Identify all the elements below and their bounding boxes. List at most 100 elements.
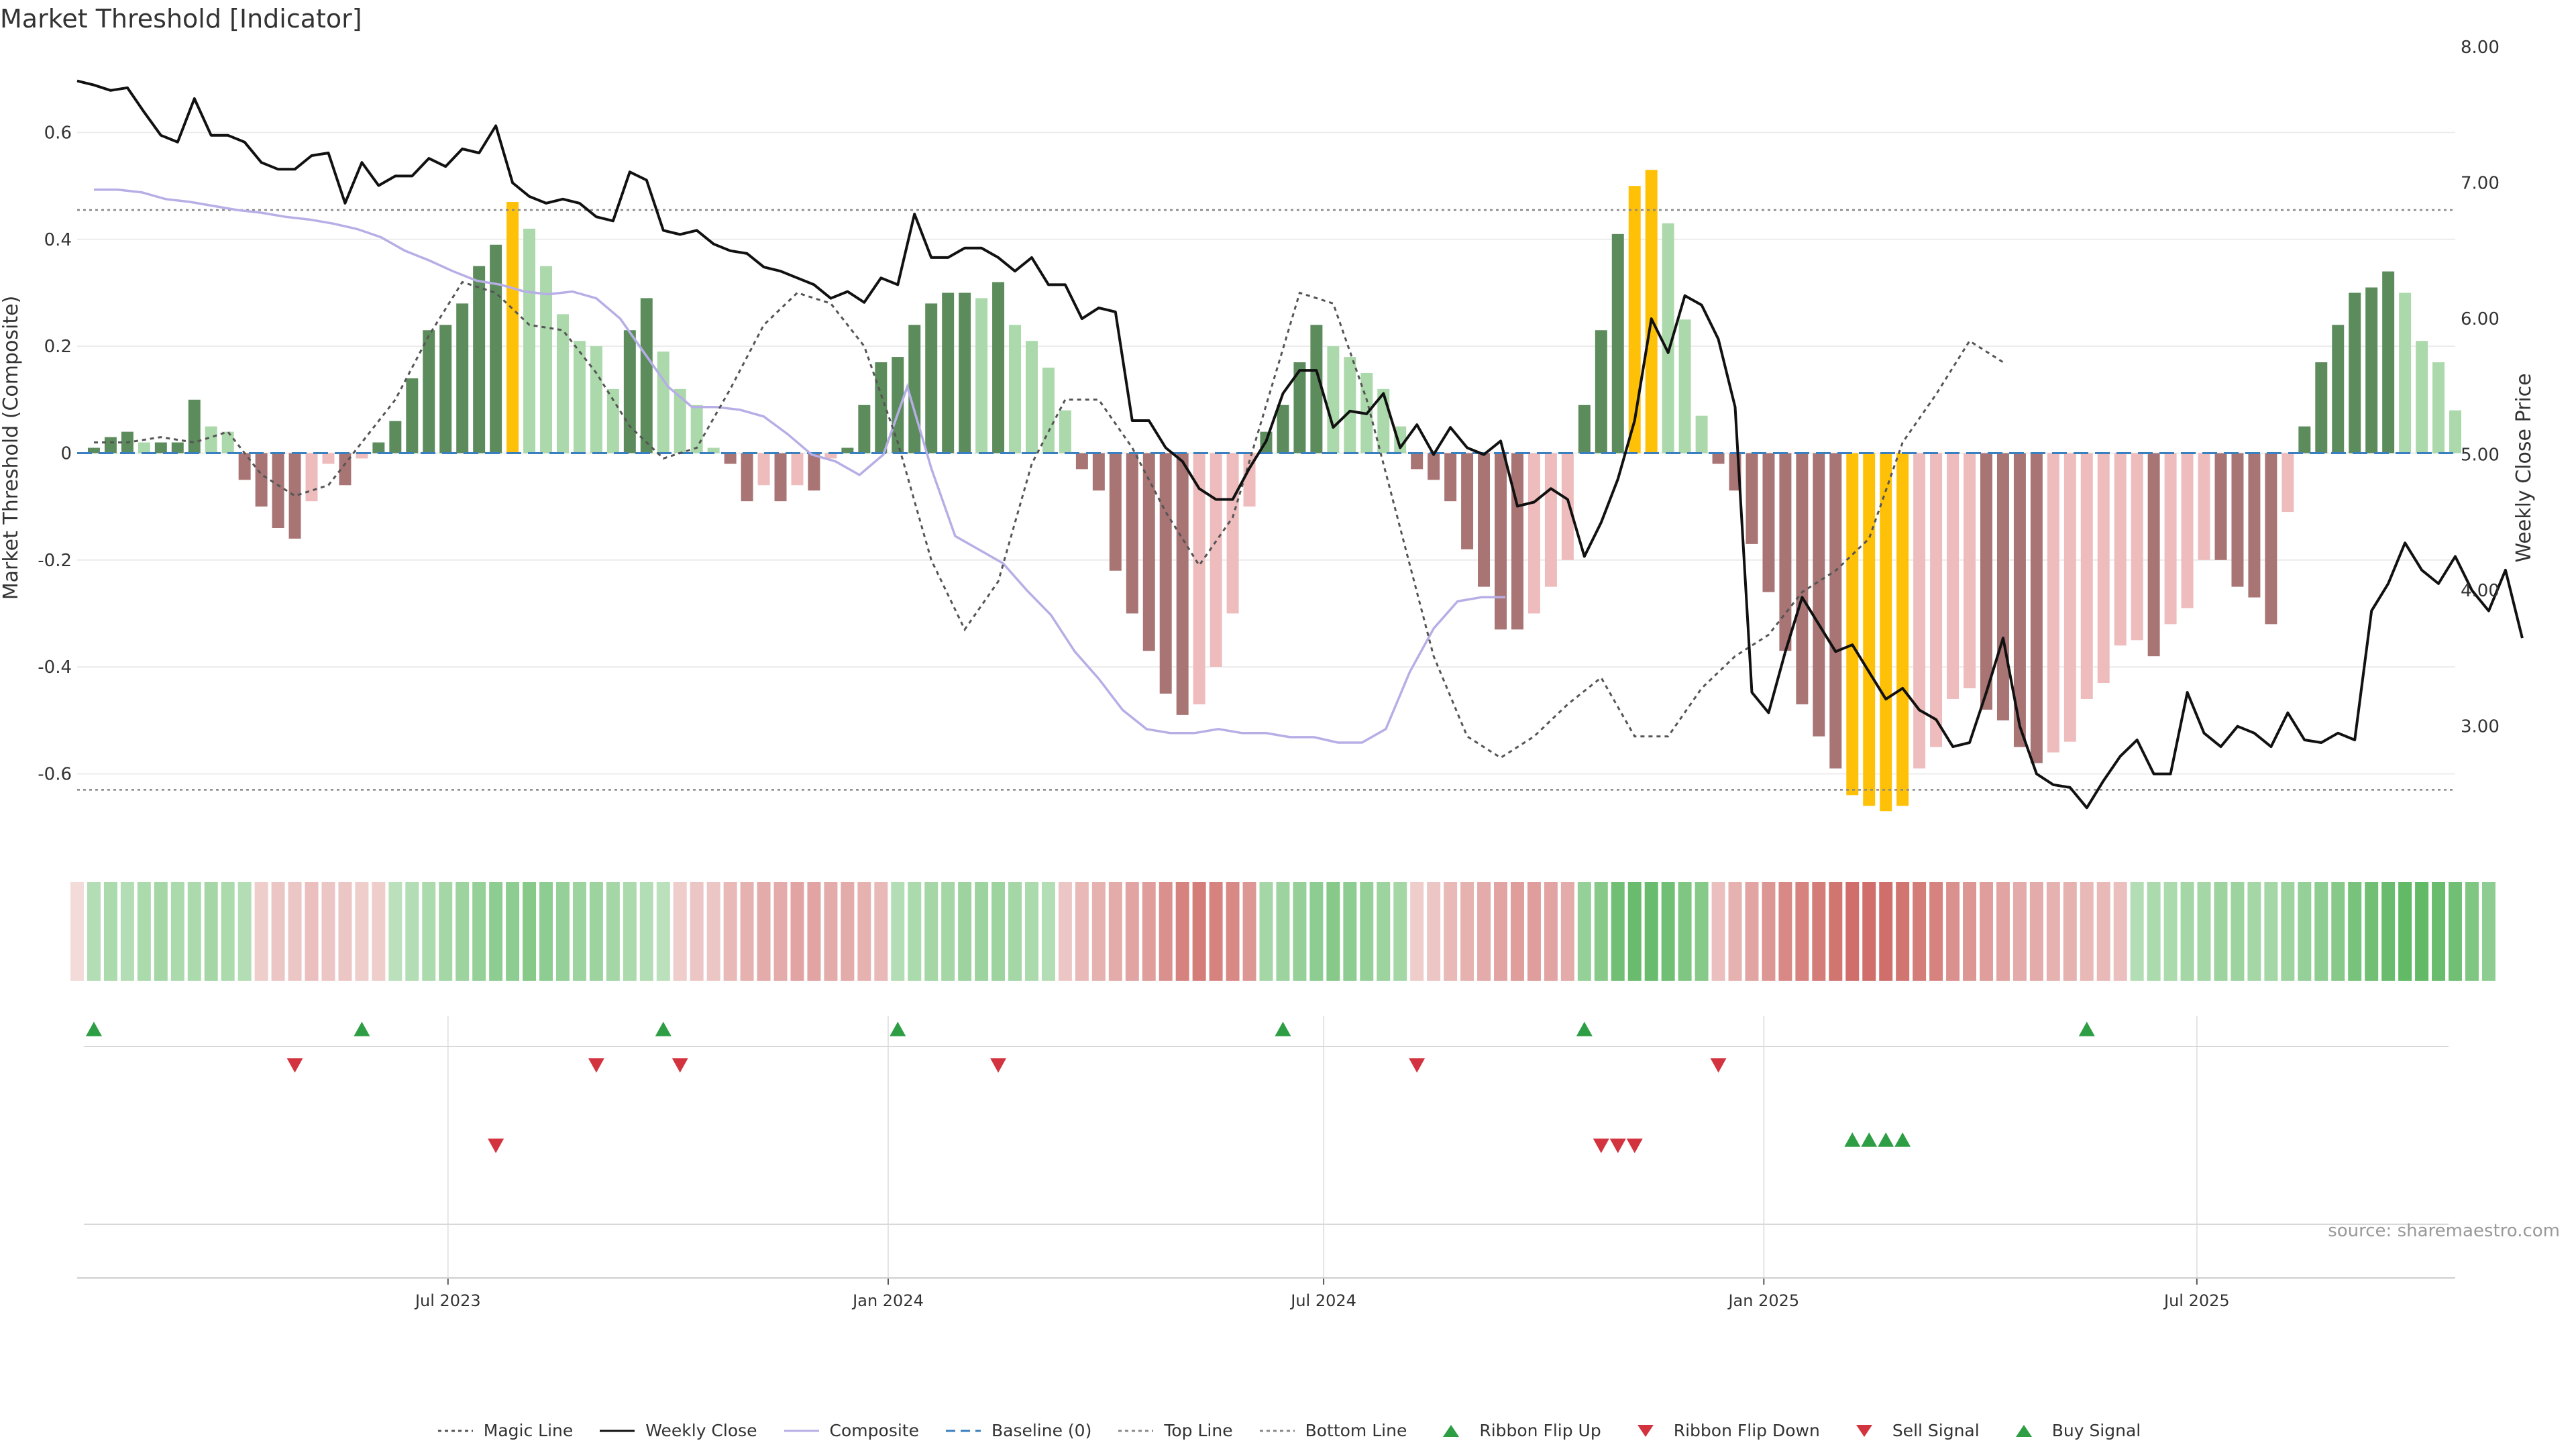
- ribbon-cell: [1678, 882, 1692, 981]
- composite-bar: [1059, 410, 1071, 453]
- composite-bar: [1394, 426, 1407, 453]
- ribbon-cell: [2046, 882, 2060, 981]
- composite-bar: [724, 453, 737, 464]
- composite-bar: [757, 453, 770, 486]
- ribbon-cell: [1577, 882, 1591, 981]
- ribbon-cell: [87, 882, 101, 981]
- dashed-line: [945, 1430, 981, 1432]
- composite-bar: [908, 325, 921, 453]
- ribbon-cell: [439, 882, 453, 981]
- composite-bar: [1411, 453, 1424, 470]
- composite-bar: [1042, 368, 1055, 453]
- ribbon-cell: [1209, 882, 1223, 981]
- composite-bar: [1511, 453, 1523, 630]
- composite-bar: [2013, 453, 2026, 747]
- ribbon-cell: [422, 882, 436, 981]
- ribbon-cell: [2348, 882, 2362, 981]
- x-tick-label: Jul 2023: [414, 1291, 481, 1310]
- composite-bar: [959, 292, 971, 453]
- composite-bar: [1159, 453, 1172, 694]
- legend-label: Buy Signal: [2051, 1421, 2141, 1440]
- ribbon-cell: [254, 882, 268, 981]
- ribbon-cell: [857, 882, 871, 981]
- composite-bar: [2248, 453, 2261, 598]
- composite-bar: [1930, 453, 1943, 747]
- legend-item-price: Weekly Close: [597, 1421, 757, 1440]
- ribbon-cell: [790, 882, 804, 981]
- ribbon-cell: [1594, 882, 1608, 981]
- legend-item-top: Top Line: [1116, 1421, 1233, 1440]
- ribbon-cell: [723, 882, 737, 981]
- ribbon-cell: [321, 882, 335, 981]
- composite-bar: [791, 453, 804, 486]
- grid-lines: [77, 131, 2455, 1278]
- x-tick-label: Jul 2024: [1289, 1291, 1356, 1310]
- ribbon-flip-up-marker: [1576, 1022, 1593, 1036]
- ribbon-cell: [1611, 882, 1625, 981]
- composite-bar: [774, 453, 787, 502]
- composite-bar: [1996, 453, 2009, 720]
- dotted-line: [437, 1430, 473, 1432]
- composite-bar: [2231, 453, 2244, 587]
- ribbon-cell: [2012, 882, 2027, 981]
- composite-bar: [439, 325, 452, 453]
- ribbon-cell: [2063, 882, 2077, 981]
- composite-bar: [238, 453, 251, 480]
- ribbon-cell: [1879, 882, 1893, 981]
- composite-bar: [2416, 341, 2428, 453]
- ribbon-cell: [1795, 882, 1809, 981]
- dotted-line: [1118, 1430, 1154, 1432]
- ribbon-cell: [1711, 882, 1725, 981]
- ribbon-cell: [1226, 882, 1240, 981]
- ribbon-cell: [70, 882, 84, 981]
- legend-label: Top Line: [1164, 1421, 1233, 1440]
- composite-bar: [1310, 325, 1323, 453]
- buy-signal-marker: [1861, 1132, 1878, 1147]
- ribbon-cell: [2080, 882, 2094, 981]
- ribbon-cell: [2029, 882, 2043, 981]
- composite-bar: [892, 357, 904, 453]
- composite-bar: [2047, 453, 2059, 753]
- ribbon-cell: [1644, 882, 1658, 981]
- sell-signal-marker: [488, 1138, 504, 1153]
- ribbon-cell: [2481, 882, 2496, 981]
- composite-bar: [288, 453, 301, 539]
- ribbon-cell: [388, 882, 402, 981]
- composite-bar: [858, 405, 871, 453]
- composite-bar: [1813, 453, 1825, 737]
- sell-signal-marker: [1609, 1138, 1626, 1153]
- ribbon-cell: [2247, 882, 2261, 981]
- ribbon-cell: [1326, 882, 1340, 981]
- ribbon-cell: [2180, 882, 2194, 981]
- ribbon-cell: [120, 882, 134, 981]
- composite-bar: [2265, 453, 2277, 625]
- composite-bar: [1829, 453, 1842, 769]
- y-right-tick-label: 8.00: [2461, 38, 2500, 58]
- composite-bar: [556, 314, 569, 453]
- composite-bar: [1913, 453, 1926, 769]
- y-left-tick-label: -0.4: [38, 657, 72, 678]
- legend-item-flip_down: Ribbon Flip Down: [1625, 1421, 1820, 1440]
- ribbon-cell: [1075, 882, 1089, 981]
- composite-bar: [2432, 362, 2445, 453]
- composite-bar: [623, 330, 636, 453]
- ribbon-cell: [237, 882, 252, 981]
- ribbon-cell: [2163, 882, 2178, 981]
- legend-item-baseline: Baseline (0): [943, 1421, 1091, 1440]
- composite-bar: [154, 442, 167, 453]
- triangle-up-icon: [2015, 1424, 2032, 1437]
- ribbon-cell: [1460, 882, 1474, 981]
- ribbon-cell: [1360, 882, 1374, 981]
- composite-bar: [2097, 453, 2110, 684]
- composite-bar: [423, 330, 435, 453]
- ribbon-cell: [1862, 882, 1876, 981]
- composite-bars: [87, 170, 2461, 812]
- ribbon-cell: [841, 882, 855, 981]
- y-left-axis-title: Market Threshold (Composite): [0, 296, 23, 600]
- ribbon-cell: [1996, 882, 2010, 981]
- composite-bar: [1428, 453, 1440, 480]
- ribbon-cell: [2398, 882, 2412, 981]
- dotted-line: [1259, 1430, 1295, 1432]
- triangle-down-icon: [1856, 1424, 1872, 1437]
- ribbon-cell: [2331, 882, 2345, 981]
